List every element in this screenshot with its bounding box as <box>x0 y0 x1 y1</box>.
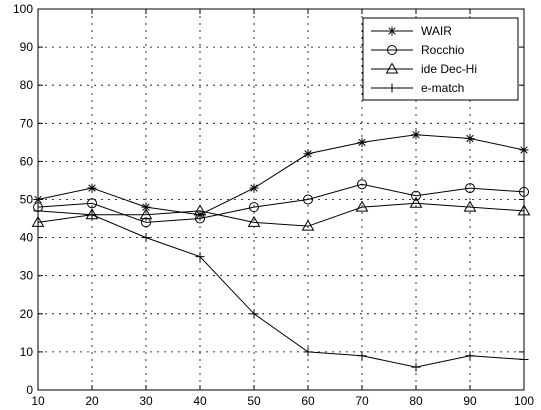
data-point-rocchio <box>357 179 367 190</box>
legend-marker-e-match <box>387 83 397 93</box>
series-line-wair <box>37 134 525 216</box>
x-tick-label: 30 <box>139 394 153 408</box>
series-wair <box>33 130 529 220</box>
data-point-wair <box>519 145 529 155</box>
legend-entry-wair: WAIR <box>371 24 452 38</box>
data-point-rocchio <box>411 190 421 201</box>
data-point-e-match <box>465 351 475 361</box>
y-tick-label: 50 <box>20 193 34 207</box>
y-tick-label: 10 <box>20 345 34 359</box>
x-tick-label: 90 <box>463 394 477 408</box>
data-point-wair <box>249 183 259 193</box>
y-tick-label: 90 <box>20 40 34 54</box>
data-point-wair <box>33 195 43 204</box>
legend-label: e-match <box>421 81 464 95</box>
data-point-ide-dec-hi <box>31 215 45 227</box>
x-tick-label: 80 <box>409 394 423 408</box>
data-point-rocchio <box>141 217 151 228</box>
y-tick-label: 40 <box>20 231 34 245</box>
data-point-wair <box>465 134 475 144</box>
data-point-rocchio <box>249 202 259 213</box>
x-tick-label: 20 <box>85 394 99 408</box>
y-tick-label: 80 <box>20 78 34 92</box>
legend-entry-ide-dec-hi: ide Dec-Hi <box>371 62 477 76</box>
data-point-wair <box>357 137 367 147</box>
data-point-wair <box>411 130 421 140</box>
legend-label: Rocchio <box>421 43 465 57</box>
series-line-ide-dec-hi <box>37 202 525 227</box>
legend-marker-wair <box>387 26 397 36</box>
y-tick-label: 30 <box>20 269 34 283</box>
data-point-wair <box>141 202 151 212</box>
x-tick-label: 50 <box>247 394 261 408</box>
data-point-ide-dec-hi <box>463 200 477 212</box>
data-point-rocchio <box>87 198 97 209</box>
data-point-e-match <box>87 210 97 220</box>
data-point-rocchio <box>195 213 205 224</box>
y-tick-label: 100 <box>13 2 33 16</box>
series-line-e-match <box>37 210 525 368</box>
y-tick-label: 0 <box>26 383 33 397</box>
data-point-ide-dec-hi <box>355 200 369 212</box>
series-ide-dec-hi <box>31 196 531 231</box>
data-point-e-match <box>411 362 421 372</box>
series-rocchio <box>33 179 529 228</box>
data-point-e-match <box>33 206 43 216</box>
legend-entry-rocchio: Rocchio <box>371 43 465 57</box>
legend-label: ide Dec-Hi <box>421 62 477 76</box>
data-point-ide-dec-hi <box>247 215 261 227</box>
y-tick-label: 20 <box>20 307 34 321</box>
y-tick-label: 60 <box>20 154 34 168</box>
x-tick-label: 10 <box>31 394 45 408</box>
legend-box <box>362 17 519 101</box>
axis-ticks: 10 20 30 40 50 60 70 80 90 1000102030405060708090… <box>13 2 534 408</box>
data-point-ide-dec-hi <box>301 219 315 231</box>
data-point-rocchio <box>519 186 529 197</box>
legend: WAIR Rocchio ide Dec-Hi e-match <box>362 17 519 101</box>
series-group <box>31 130 531 372</box>
x-tick-label: 100 <box>514 394 534 408</box>
data-point-e-match <box>195 252 205 262</box>
legend-marker-ide-dec-hi <box>385 62 399 74</box>
y-tick-label: 70 <box>20 116 34 130</box>
legend-entry-e-match: e-match <box>371 81 464 95</box>
legend-marker-rocchio <box>387 45 397 55</box>
data-point-wair <box>303 149 313 159</box>
data-point-ide-dec-hi <box>193 204 207 216</box>
legend-label: WAIR <box>421 24 452 38</box>
data-point-e-match <box>303 347 313 357</box>
x-tick-label: 70 <box>355 394 369 408</box>
data-point-rocchio <box>303 194 313 205</box>
data-point-e-match <box>249 309 259 319</box>
data-point-e-match <box>141 233 151 243</box>
data-point-ide-dec-hi <box>517 204 531 216</box>
data-point-ide-dec-hi <box>139 208 153 220</box>
x-tick-label: 60 <box>301 394 315 408</box>
data-point-rocchio <box>465 183 475 194</box>
data-point-ide-dec-hi <box>409 196 423 208</box>
series-e-match <box>33 206 529 372</box>
data-point-wair <box>87 183 97 193</box>
x-tick-label: 40 <box>193 394 207 408</box>
data-point-e-match <box>357 351 367 361</box>
data-point-e-match <box>519 355 529 365</box>
series-line-rocchio <box>37 183 525 223</box>
